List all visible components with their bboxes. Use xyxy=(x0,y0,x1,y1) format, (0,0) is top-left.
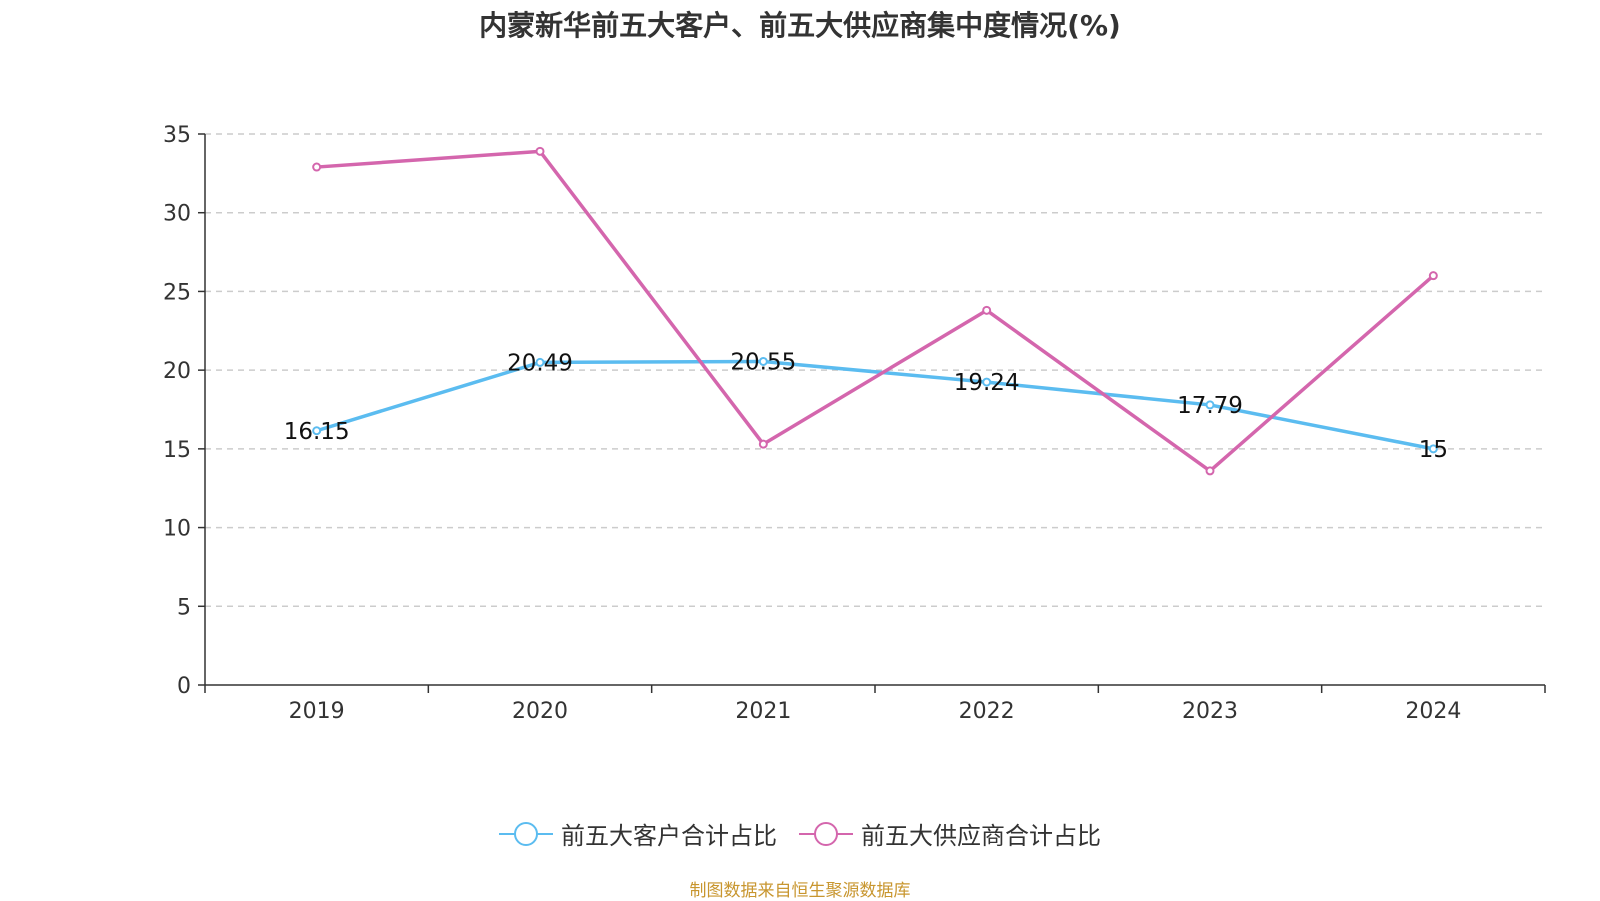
series-line-0 xyxy=(316,359,1434,451)
data-label: 16.15 xyxy=(284,419,350,445)
x-tick-label: 2020 xyxy=(512,699,568,724)
x-tick-label: 2023 xyxy=(1182,699,1238,724)
source-note: 制图数据来自恒生聚源数据库 xyxy=(689,881,911,901)
y-tick-label: 5 xyxy=(177,595,191,620)
legend-label-supplier: 前五大供应商合计占比 xyxy=(861,822,1101,850)
x-tick-label: 2021 xyxy=(735,699,791,724)
series-lines xyxy=(312,146,1438,476)
data-point xyxy=(1428,271,1438,281)
legend-item-customer[interactable]: 前五大客户合计占比 xyxy=(499,816,777,851)
gridlines xyxy=(205,133,1545,608)
data-labels: 16.15 20.49 20.55 19.24 17.79 15 xyxy=(284,349,1448,462)
data-point xyxy=(312,162,322,172)
y-tick-label: 30 xyxy=(163,202,191,227)
data-point xyxy=(982,377,992,387)
data-label: 20.49 xyxy=(507,350,573,376)
data-point xyxy=(1205,466,1215,476)
data-point xyxy=(535,146,545,156)
data-point xyxy=(1428,444,1438,454)
x-tick-label: 2024 xyxy=(1405,699,1461,724)
x-tick-label: 2022 xyxy=(959,699,1015,724)
data-label: 17.79 xyxy=(1177,393,1243,419)
data-label: 15 xyxy=(1419,437,1448,463)
y-tick-label: 35 xyxy=(163,123,191,148)
y-tick-label: 20 xyxy=(163,359,191,384)
axes: 0 5 10 15 20 25 30 35 2019 2020 2021 2022 2023 2024 xyxy=(163,123,1546,724)
chart-title: 内蒙新华前五大客户、前五大供应商集中度情况(%) xyxy=(479,9,1121,42)
legend-swatch-customer xyxy=(499,821,553,846)
y-tick-label: 25 xyxy=(163,280,191,305)
data-point xyxy=(758,356,768,366)
series-line-1 xyxy=(316,149,1435,473)
data-point xyxy=(312,426,322,436)
legend-swatch-supplier xyxy=(799,821,853,846)
data-label: 19.24 xyxy=(954,370,1020,396)
legend-item-supplier[interactable]: 前五大供应商合计占比 xyxy=(799,816,1101,851)
data-label: 20.55 xyxy=(730,349,796,375)
data-point xyxy=(535,357,545,367)
legend-label-customer: 前五大客户合计占比 xyxy=(561,822,777,850)
y-tick-label: 0 xyxy=(177,674,191,699)
data-point xyxy=(1205,400,1215,410)
y-tick-label: 15 xyxy=(163,438,191,463)
x-tick-label: 2019 xyxy=(289,699,345,724)
data-point xyxy=(982,305,992,315)
data-point xyxy=(758,439,768,449)
y-tick-label: 10 xyxy=(163,517,191,542)
legend: 前五大客户合计占比 前五大供应商合计占比 xyxy=(0,816,1600,851)
